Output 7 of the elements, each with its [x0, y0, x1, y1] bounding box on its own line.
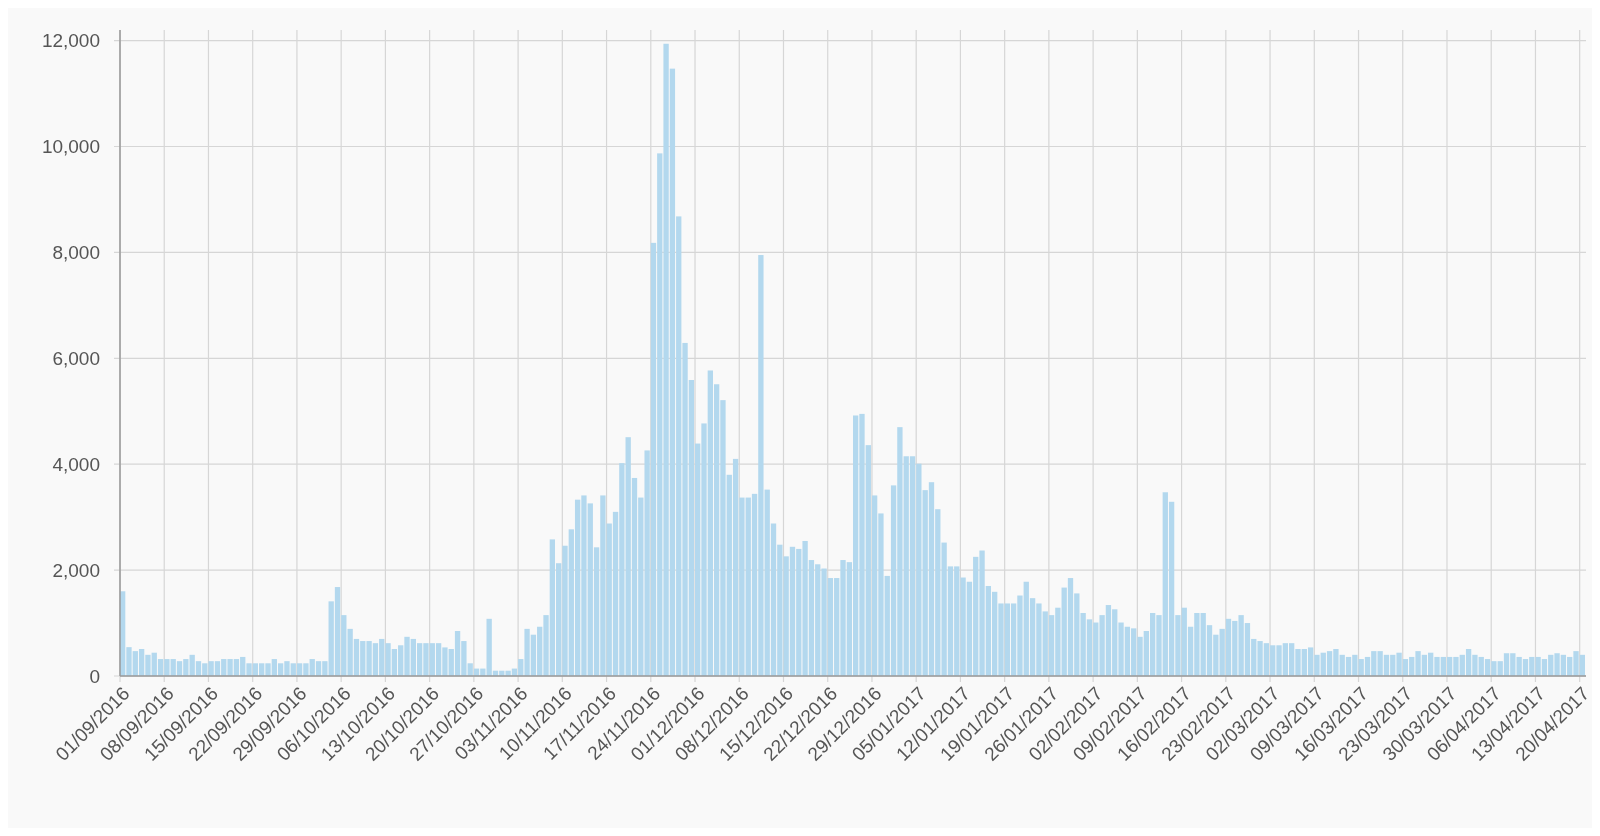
y-tick-label: 12,000: [41, 30, 100, 52]
y-tick-label: 4,000: [52, 453, 100, 475]
y-tick-label: 6,000: [52, 347, 100, 369]
y-tick-label: 2,000: [52, 559, 100, 581]
y-tick-label: 10,000: [41, 136, 100, 158]
y-tick-label: 0: [89, 665, 100, 687]
y-tick-label: 8,000: [52, 242, 100, 264]
